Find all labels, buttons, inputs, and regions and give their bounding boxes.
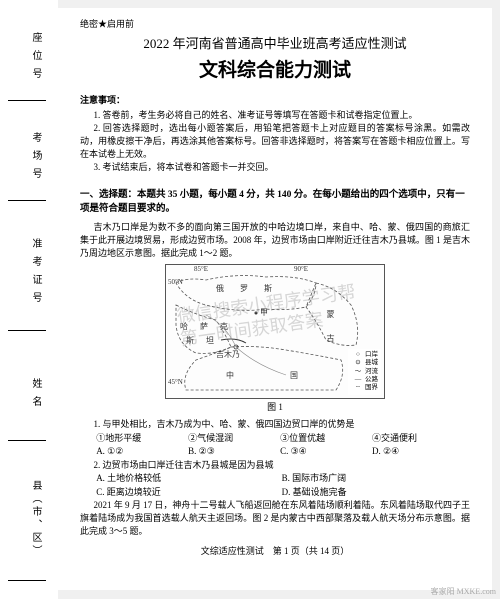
side-label-seat: 座位号 <box>28 32 43 86</box>
q2-choice-d: D. 基础设施完备 <box>282 486 465 500</box>
notice-item-3: 3. 考试结束后，将本试卷和答题卡一并交回。 <box>80 161 470 174</box>
map-label-russia: 俄 罗 斯 <box>216 283 276 295</box>
q2-choice-c: C. 距离边境较近 <box>96 486 279 500</box>
legend-label-road: 公路 <box>365 376 378 383</box>
binding-sidebar: 座位号 考场号 准考证号 姓名 县（市、区） <box>0 0 58 599</box>
legend-sym-road: — <box>351 376 365 384</box>
map-label-china: 中 国 <box>226 370 306 382</box>
q1-subopts: ①地形平缓 ②气候湿润 ③位置优越 ④交通便利 <box>80 432 470 446</box>
section1-heading: 一、选择题：本题共 35 小题，每小题 4 分，共 140 分。在每小题给出的四… <box>80 188 470 217</box>
side-field-ticket <box>8 330 46 331</box>
q1-opt-3: ③位置优越 <box>280 432 370 446</box>
passage-2: 2021 年 9 月 17 日，神舟十二号载人飞船返回舱在东风着陆场顺利着陆。东… <box>80 499 470 538</box>
legend-label-river: 河流 <box>365 368 378 375</box>
q1-choices: A. ①② B. ②③ C. ③④ D. ②④ <box>80 445 470 459</box>
legend-sym-county: ⊙ <box>351 359 365 367</box>
legend-label-border: 国界 <box>365 384 378 391</box>
q1-choice-a: A. ①② <box>96 445 186 459</box>
q1-opt-4: ④交通便利 <box>372 432 462 446</box>
map-label-stan: 斯 坦 <box>186 335 216 347</box>
q1-choice-b: B. ②③ <box>188 445 278 459</box>
legend-label-county: 县城 <box>365 359 378 366</box>
q2-choices-row1: A. 土地价格较低 B. 国际市场广阔 <box>80 472 470 486</box>
q1-opt-1: ①地形平缓 <box>96 432 186 446</box>
exam-page: 绝密★启用前 2022 年河南省普通高中毕业班高考适应性测试 文科综合能力测试 … <box>58 8 492 590</box>
q2-choice-b: B. 国际市场广阔 <box>282 472 465 486</box>
exam-title-line2: 文科综合能力测试 <box>80 57 470 86</box>
q2-choices-row2: C. 距离边境较近 D. 基础设施完备 <box>80 486 470 500</box>
figure-1-map: 85°E 90°E 50°N 45°N 俄 罗 斯 哈 萨 克 斯 坦 蒙 古 … <box>165 264 385 399</box>
side-field-name <box>8 440 46 441</box>
side-label-name: 姓名 <box>28 378 43 414</box>
side-label-county: 县（市、区） <box>28 480 43 558</box>
q1-opt-2: ②气候湿润 <box>188 432 278 446</box>
notice-heading: 注意事项： <box>80 94 470 108</box>
q1-choice-d: D. ②④ <box>372 445 462 459</box>
map-label-jia: 甲 <box>260 307 268 319</box>
notice-item-1: 1. 答卷前，考生务必将自己的姓名、准考证号等填写在答题卡和试卷指定位置上。 <box>80 109 470 122</box>
map-label-kazakh: 哈 萨 克 <box>180 321 230 333</box>
map-label-jimunai: 吉木乃 <box>216 349 240 361</box>
side-label-room: 考场号 <box>28 132 43 186</box>
notice-item-2: 2. 回答选择题时，选出每小题答案后，用铅笔把答题卡上对应题目的答案标号涂黑。如… <box>80 122 470 161</box>
legend-label-port: 口岸 <box>365 351 378 358</box>
passage-1: 吉木乃口岸是为数不多的面向第三国开放的中哈边境口岸，来自中、哈、蒙、俄四国的商旅… <box>80 221 470 260</box>
side-label-ticket: 准考证号 <box>28 238 43 310</box>
q2-stem: 2. 边贸市场由口岸迁往吉木乃县城是因为县城 <box>80 459 470 473</box>
page-footer: 文综适应性测试 第 1 页（共 14 页） <box>80 545 470 559</box>
map-label-mongolia: 蒙 古 <box>324 310 336 346</box>
corner-watermark: 客家阳 MXKE.com <box>431 586 496 597</box>
q1-choice-c: C. ③④ <box>280 445 370 459</box>
q1-stem: 1. 与甲处相比，吉木乃成为中、哈、蒙、俄四国边贸口岸的优势是 <box>80 418 470 432</box>
side-field-room <box>8 200 46 201</box>
exam-title-line1: 2022 年河南省普通高中毕业班高考适应性测试 <box>80 34 470 54</box>
legend-sym-river: ～ <box>351 368 365 376</box>
side-field-county <box>8 580 46 581</box>
q2-choice-a: A. 土地价格较低 <box>96 472 279 486</box>
secret-label: 绝密★启用前 <box>80 18 470 32</box>
figure-1-caption: 图 1 <box>80 401 470 415</box>
legend-sym-border: ┄ <box>351 384 365 392</box>
side-field-seat <box>8 100 46 101</box>
map-legend: ○口岸 ⊙县城 ～河流 —公路 ┄国界 <box>348 349 381 395</box>
legend-sym-port: ○ <box>351 351 365 359</box>
